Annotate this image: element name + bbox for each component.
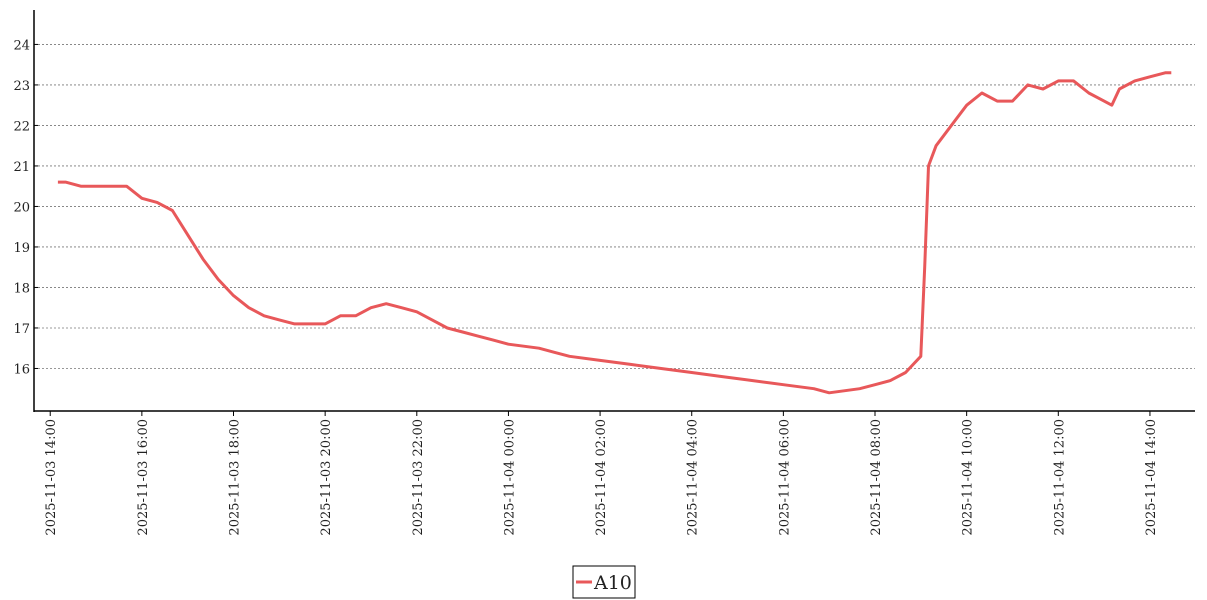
- y-tick-label: 20: [13, 200, 30, 215]
- y-tick-label: 18: [13, 281, 30, 296]
- x-tick-label: 2025-11-04 04:00: [686, 419, 701, 536]
- y-tick-label: 24: [13, 38, 30, 53]
- y-tick-label: 21: [13, 160, 30, 175]
- y-tick-label: 22: [13, 119, 30, 134]
- legend-label: A10: [593, 572, 632, 594]
- y-tick-label: 16: [13, 362, 30, 377]
- x-tick-label: 2025-11-03 20:00: [319, 419, 334, 536]
- y-tick-label: 17: [13, 322, 30, 337]
- data-line: [57, 71, 1172, 395]
- y-tick-label: 23: [13, 79, 30, 94]
- x-tick-label: 2025-11-03 14:00: [44, 419, 59, 536]
- x-tick-label: 2025-11-04 06:00: [777, 419, 792, 536]
- legend: A10: [572, 565, 636, 599]
- x-tick-label: 2025-11-04 10:00: [961, 419, 976, 536]
- x-tick-label: 2025-11-03 22:00: [411, 419, 426, 536]
- y-tick-label: 19: [13, 241, 30, 256]
- x-tick-label: 2025-11-04 00:00: [502, 419, 517, 536]
- x-tick-label: 2025-11-03 16:00: [136, 419, 151, 536]
- x-tick-label: 2025-11-04 12:00: [1052, 419, 1067, 536]
- x-tick-label: 2025-11-04 02:00: [594, 419, 609, 536]
- x-tick-label: 2025-11-03 18:00: [228, 419, 243, 536]
- x-tick-label: 2025-11-04 08:00: [869, 419, 884, 536]
- x-tick-label: 2025-11-04 14:00: [1144, 419, 1159, 536]
